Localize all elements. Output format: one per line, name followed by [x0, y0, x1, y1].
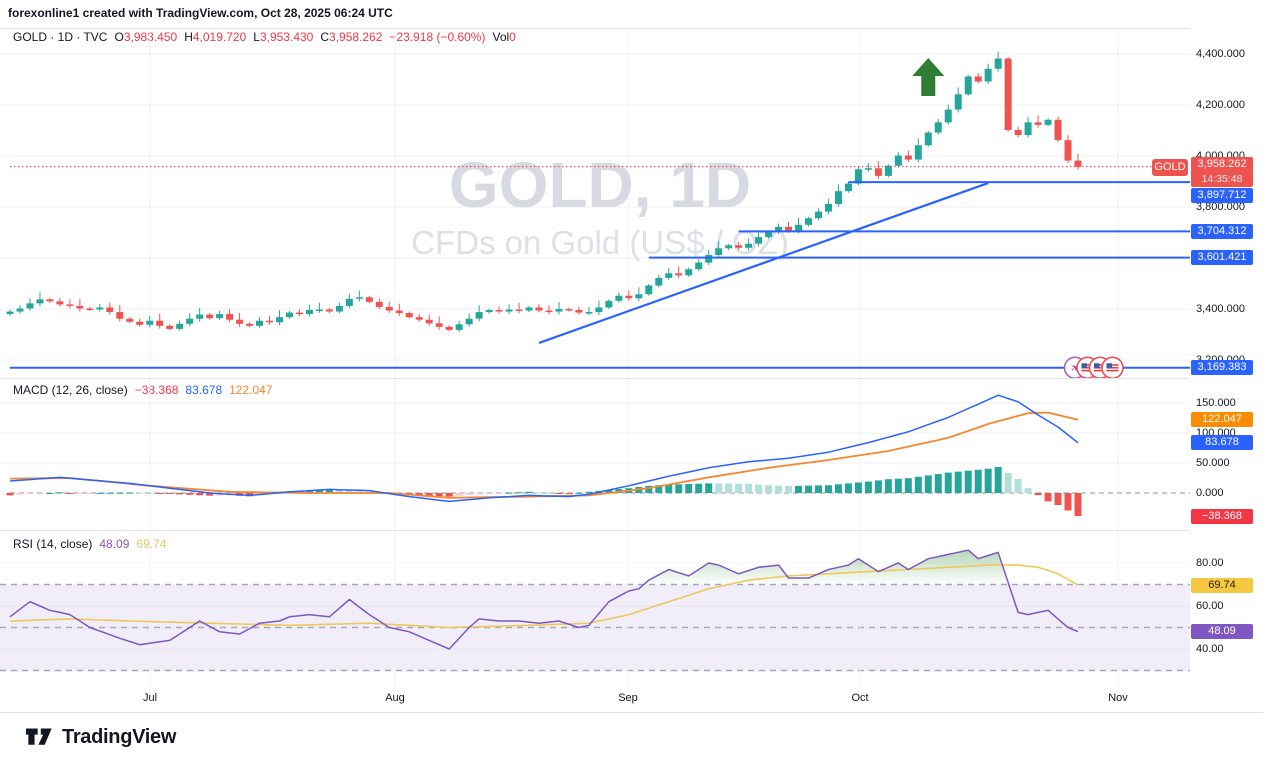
price-series: ✈ [6, 51, 1190, 378]
up-arrow-annotation [912, 58, 945, 96]
macd-legend-title: MACD (12, 26, close) [13, 383, 128, 397]
price-axis-tick: 4,400.000 [1196, 48, 1245, 60]
time-axis-label: Aug [385, 692, 405, 704]
rsi-legend[interactable]: RSI (14, close) 48.09 69.74 [13, 537, 166, 551]
macd-signal-value: 122.047 [229, 383, 273, 397]
watermark-title: GOLD, 1D [449, 149, 751, 221]
pane-divider-top [0, 28, 1263, 29]
rsi-legend-title: RSI (14, close) [13, 537, 93, 551]
time-axis-label: Nov [1108, 692, 1128, 704]
rsi-chart[interactable] [0, 530, 1263, 686]
attribution-text: forexonline1 created with TradingView.co… [8, 6, 393, 20]
macd-axis-tick: 50.000 [1196, 457, 1230, 469]
legend-open: O3,983.450 [114, 30, 178, 44]
rsi-series [0, 530, 1190, 686]
macd-chart[interactable] [0, 378, 1263, 530]
legend-change: −23.918 (−0.60%) [389, 30, 486, 44]
price-badge-blue: 3,897.712 [1191, 187, 1253, 203]
legend-symbol[interactable]: GOLD · 1D · TVC [13, 30, 108, 44]
legend-volume: Vol0 [492, 30, 516, 44]
tradingview-logo-text: TradingView [62, 725, 177, 748]
macd-line-value: 83.678 [185, 383, 223, 397]
macd-legend[interactable]: MACD (12, 26, close) −38.368 83.678 122.… [13, 383, 273, 397]
price-badge-blue: 3,601.421 [1191, 250, 1253, 266]
macd-hist-value: −38.368 [134, 383, 179, 397]
time-axis-label: Oct [851, 692, 869, 704]
time-axis-label: Sep [618, 692, 638, 704]
chart-bottom-border [0, 712, 1263, 713]
event-icon-us-flag [1101, 356, 1124, 378]
watermark-subtitle: CFDs on Gold (US$ / OZ) [411, 224, 789, 261]
tradingview-logo-icon [26, 728, 52, 745]
pane-divider-rsi[interactable] [0, 530, 1263, 531]
rsi-axis-tick: 40.00 [1196, 643, 1224, 655]
rsi-badge-yellow: 69.74 [1191, 577, 1253, 593]
symbol-legend[interactable]: GOLD · 1D · TVC O3,983.450 H4,019.720 L3… [13, 30, 516, 44]
price-badge-blue: 3,169.383 [1191, 360, 1253, 376]
symbol-price-label: GOLD [1152, 159, 1188, 176]
macd-badge-blue: 83.678 [1191, 435, 1253, 451]
price-badge-last: 3,958.262 14:35:48 [1191, 156, 1253, 187]
rsi-axis-tick: 60.00 [1196, 600, 1224, 612]
price-axis-tick: 3,800.000 [1196, 201, 1245, 213]
price-axis-tick: 4,200.000 [1196, 99, 1245, 111]
rsi-ma-value: 69.74 [136, 537, 167, 551]
macd-badge-orange: 122.047 [1191, 412, 1253, 428]
legend-close: C3,958.262 [320, 30, 383, 44]
macd-series [0, 378, 1190, 530]
price-scale[interactable]: 4,400.0004,200.0004,000.0003,800.0003,60… [1190, 0, 1263, 712]
legend-low: L3,953.430 [253, 30, 314, 44]
tradingview-logo[interactable]: TradingView [26, 724, 176, 750]
macd-badge-red: −38.368 [1191, 508, 1253, 524]
price-chart[interactable]: GOLD, 1D CFDs on Gold (US$ / OZ) ✈ [0, 28, 1263, 378]
rsi-axis-tick: 80.00 [1196, 557, 1224, 569]
price-badge-blue: 3,704.312 [1191, 223, 1253, 239]
time-scale[interactable]: Jul Aug Sep Oct Nov [0, 686, 1190, 712]
rsi-badge-purple: 48.09 [1191, 624, 1253, 640]
legend-high: H4,019.720 [184, 30, 247, 44]
rsi-value: 48.09 [99, 537, 130, 551]
price-axis-tick: 3,400.000 [1196, 303, 1245, 315]
time-axis-label: Jul [142, 692, 158, 704]
pane-divider-macd[interactable] [0, 378, 1263, 379]
macd-axis-tick: 0.000 [1196, 487, 1224, 499]
macd-axis-tick: 150.000 [1196, 397, 1236, 409]
